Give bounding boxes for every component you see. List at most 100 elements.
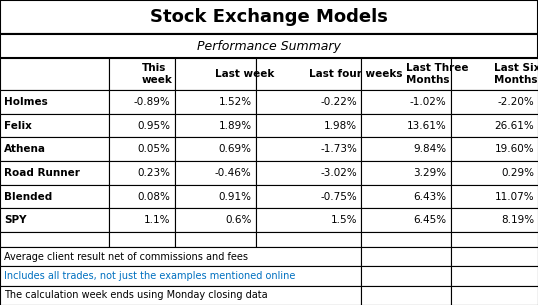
Bar bbox=[362, 90, 451, 114]
Text: -2.20%: -2.20% bbox=[497, 97, 534, 107]
Text: 0.05%: 0.05% bbox=[138, 144, 171, 154]
Text: Performance Summary: Performance Summary bbox=[197, 40, 341, 53]
Bar bbox=[256, 138, 362, 161]
Text: Last Six
Months: Last Six Months bbox=[494, 63, 538, 85]
Text: -0.46%: -0.46% bbox=[215, 168, 252, 178]
Bar bbox=[0, 34, 538, 58]
Bar bbox=[362, 208, 451, 232]
Text: 11.07%: 11.07% bbox=[494, 192, 534, 202]
Text: 0.95%: 0.95% bbox=[138, 121, 171, 131]
Bar bbox=[256, 208, 362, 232]
Bar bbox=[0, 208, 109, 232]
Bar bbox=[109, 232, 175, 247]
Bar bbox=[451, 247, 538, 266]
Text: 8.19%: 8.19% bbox=[501, 215, 534, 225]
Text: Average client result net of commissions and fees: Average client result net of commissions… bbox=[4, 252, 248, 262]
Bar bbox=[256, 114, 362, 138]
Bar bbox=[0, 185, 109, 208]
Text: Last week: Last week bbox=[215, 69, 274, 79]
Text: Holmes: Holmes bbox=[4, 97, 48, 107]
Text: 0.23%: 0.23% bbox=[138, 168, 171, 178]
Bar bbox=[362, 247, 451, 266]
Bar bbox=[175, 114, 256, 138]
Bar bbox=[109, 161, 175, 185]
Bar bbox=[256, 58, 362, 90]
Bar bbox=[0, 232, 109, 247]
Text: 13.61%: 13.61% bbox=[407, 121, 447, 131]
Bar bbox=[451, 208, 538, 232]
Text: 0.91%: 0.91% bbox=[218, 192, 252, 202]
Bar bbox=[256, 161, 362, 185]
Text: 19.60%: 19.60% bbox=[494, 144, 534, 154]
Bar bbox=[451, 138, 538, 161]
Bar bbox=[362, 138, 451, 161]
Text: 1.52%: 1.52% bbox=[218, 97, 252, 107]
Bar bbox=[0, 138, 109, 161]
Bar bbox=[256, 232, 362, 247]
Bar bbox=[362, 58, 451, 90]
Bar bbox=[0, 0, 538, 34]
Bar bbox=[0, 247, 362, 266]
Text: Blended: Blended bbox=[4, 192, 52, 202]
Bar bbox=[362, 232, 451, 247]
Text: 1.89%: 1.89% bbox=[218, 121, 252, 131]
Bar bbox=[362, 286, 451, 305]
Bar bbox=[109, 208, 175, 232]
Text: 1.1%: 1.1% bbox=[144, 215, 171, 225]
Bar bbox=[0, 161, 109, 185]
Text: Stock Exchange Models: Stock Exchange Models bbox=[150, 8, 388, 26]
Bar bbox=[256, 185, 362, 208]
Text: -1.73%: -1.73% bbox=[321, 144, 357, 154]
Text: 0.6%: 0.6% bbox=[225, 215, 252, 225]
Text: 26.61%: 26.61% bbox=[494, 121, 534, 131]
Bar bbox=[451, 185, 538, 208]
Text: Athena: Athena bbox=[4, 144, 46, 154]
Text: -0.22%: -0.22% bbox=[321, 97, 357, 107]
Bar bbox=[175, 232, 256, 247]
Text: This
week: This week bbox=[141, 63, 173, 85]
Text: Last four weeks: Last four weeks bbox=[309, 69, 402, 79]
Bar bbox=[362, 161, 451, 185]
Bar bbox=[175, 90, 256, 114]
Bar bbox=[0, 286, 362, 305]
Text: 0.29%: 0.29% bbox=[501, 168, 534, 178]
Bar bbox=[175, 185, 256, 208]
Text: 0.08%: 0.08% bbox=[138, 192, 171, 202]
Bar bbox=[451, 266, 538, 286]
Bar bbox=[451, 286, 538, 305]
Text: 3.29%: 3.29% bbox=[414, 168, 447, 178]
Text: 6.45%: 6.45% bbox=[414, 215, 447, 225]
Text: 6.43%: 6.43% bbox=[414, 192, 447, 202]
Bar bbox=[451, 58, 538, 90]
Text: 0.69%: 0.69% bbox=[218, 144, 252, 154]
Bar bbox=[451, 114, 538, 138]
Bar bbox=[175, 208, 256, 232]
Bar bbox=[0, 90, 109, 114]
Bar bbox=[0, 266, 362, 286]
Text: Road Runner: Road Runner bbox=[4, 168, 80, 178]
Text: 9.84%: 9.84% bbox=[414, 144, 447, 154]
Bar bbox=[109, 185, 175, 208]
Text: -1.02%: -1.02% bbox=[410, 97, 447, 107]
Text: -0.75%: -0.75% bbox=[321, 192, 357, 202]
Bar bbox=[109, 90, 175, 114]
Bar bbox=[256, 90, 362, 114]
Text: Felix: Felix bbox=[4, 121, 32, 131]
Bar bbox=[175, 138, 256, 161]
Bar bbox=[109, 58, 175, 90]
Bar bbox=[0, 58, 109, 90]
Text: -0.89%: -0.89% bbox=[134, 97, 171, 107]
Bar bbox=[109, 114, 175, 138]
Bar bbox=[175, 58, 256, 90]
Bar bbox=[0, 114, 109, 138]
Text: 1.5%: 1.5% bbox=[331, 215, 357, 225]
Text: Includes all trades, not just the examples mentioned online: Includes all trades, not just the exampl… bbox=[4, 271, 295, 281]
Bar bbox=[451, 90, 538, 114]
Bar bbox=[175, 161, 256, 185]
Text: -3.02%: -3.02% bbox=[321, 168, 357, 178]
Bar bbox=[362, 185, 451, 208]
Text: SPY: SPY bbox=[4, 215, 26, 225]
Text: The calculation week ends using Monday closing data: The calculation week ends using Monday c… bbox=[4, 290, 267, 300]
Bar bbox=[451, 161, 538, 185]
Text: 1.98%: 1.98% bbox=[324, 121, 357, 131]
